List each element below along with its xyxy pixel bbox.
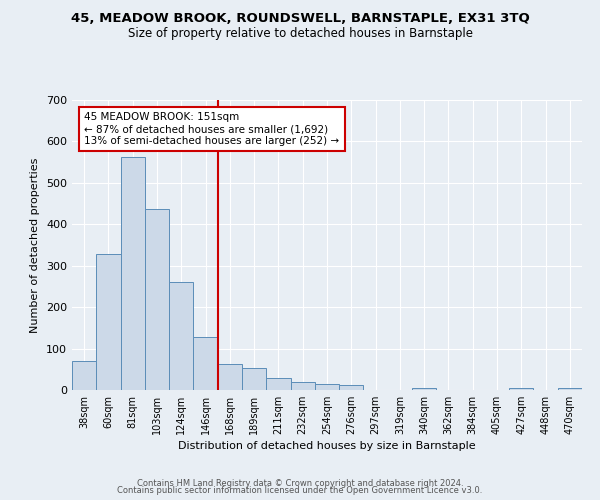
Bar (412, 388, 436, 390)
Bar (96, 254, 121, 390)
Bar (169, 282, 193, 390)
Bar (290, 382, 315, 390)
Bar (339, 384, 364, 390)
Bar (121, 157, 145, 390)
Bar (72, 361, 96, 390)
Bar (218, 364, 242, 390)
Y-axis label: Number of detached properties: Number of detached properties (31, 158, 40, 332)
Bar (315, 384, 339, 390)
Bar (558, 388, 582, 390)
X-axis label: Distribution of detached houses by size in Barnstaple: Distribution of detached houses by size … (178, 441, 476, 451)
Bar (145, 209, 169, 390)
Text: Size of property relative to detached houses in Barnstaple: Size of property relative to detached ho… (128, 28, 473, 40)
Bar (193, 337, 218, 390)
Text: Contains public sector information licensed under the Open Government Licence v3: Contains public sector information licen… (118, 486, 482, 495)
Text: 45, MEADOW BROOK, ROUNDSWELL, BARNSTAPLE, EX31 3TQ: 45, MEADOW BROOK, ROUNDSWELL, BARNSTAPLE… (71, 12, 529, 26)
Text: Contains HM Land Registry data © Crown copyright and database right 2024.: Contains HM Land Registry data © Crown c… (137, 478, 463, 488)
Bar (266, 378, 290, 390)
Bar (509, 388, 533, 390)
Text: 45 MEADOW BROOK: 151sqm
← 87% of detached houses are smaller (1,692)
13% of semi: 45 MEADOW BROOK: 151sqm ← 87% of detache… (85, 112, 340, 146)
Bar (242, 368, 266, 390)
